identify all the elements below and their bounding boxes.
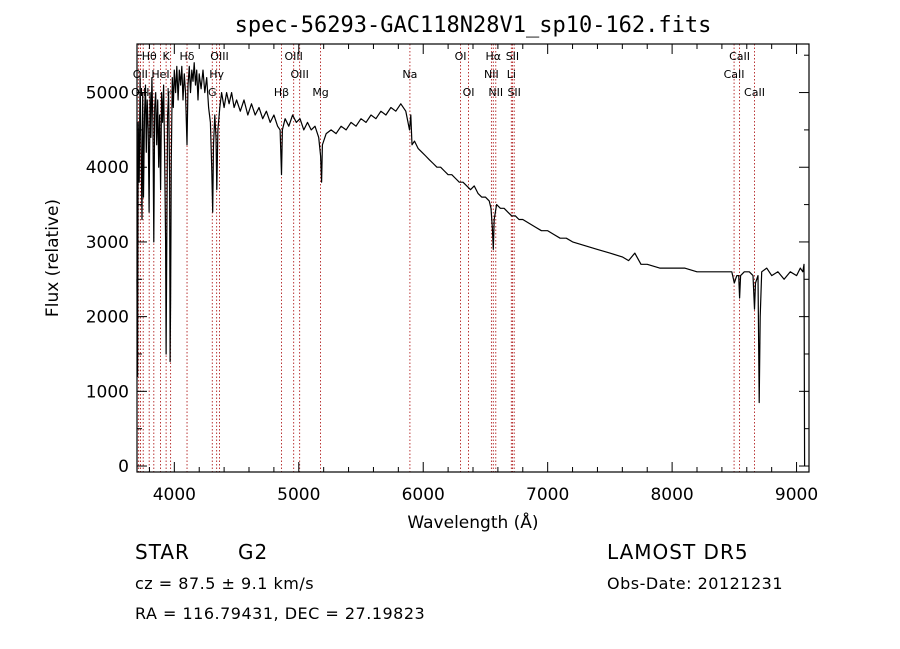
line-label: SII: [507, 86, 520, 99]
line-label: OI: [455, 50, 467, 63]
y-axis-label: Flux (relative): [43, 199, 63, 317]
y-tick-label: 4000: [86, 158, 129, 178]
plot-frame: [136, 43, 810, 473]
x-axis-label: Wavelength (Å): [407, 511, 538, 533]
coordinates: RA = 116.79431, DEC = 27.19823: [135, 604, 426, 623]
line-label: Mg: [312, 86, 328, 99]
line-label: Hβ: [274, 86, 289, 99]
spectral-line-markers: [137, 44, 755, 472]
y-tick-label: 3000: [86, 233, 129, 253]
axis-ticks: 4000 5000 6000 7000 8000 9000 0 1000 2000 3000 400…: [86, 44, 818, 505]
x-tick-label: 9000: [775, 485, 818, 505]
line-label: Na: [402, 68, 417, 81]
x-tick-label: 7000: [526, 485, 569, 505]
spectrum-series-line: [136, 62, 806, 467]
object-class: STAR: [135, 540, 190, 564]
y-tick-label: 2000: [86, 308, 129, 328]
line-label: CaII: [744, 86, 765, 99]
observation-date: Obs-Date: 20121231: [607, 574, 784, 593]
chart-title: spec-56293-GAC118N28V1_sp10-162.fits: [235, 13, 712, 38]
y-tick-label: 5000: [86, 84, 129, 104]
line-label: G: [208, 86, 217, 99]
survey-name: LAMOST DR5: [607, 540, 749, 564]
line-label: K: [163, 50, 171, 63]
line-label: HeI: [151, 68, 169, 81]
y-tick-label: 0: [118, 457, 129, 477]
y-tick-label: 1000: [86, 382, 129, 402]
line-label: CaII: [724, 68, 745, 81]
line-label: Li: [507, 68, 516, 81]
line-label: NII: [484, 68, 499, 81]
line-label: CaII: [729, 50, 750, 63]
line-label: SII: [506, 50, 519, 63]
x-tick-label: 6000: [402, 485, 445, 505]
line-label: NII: [488, 86, 503, 99]
line-label: OIII: [290, 68, 308, 81]
x-tick-label: 4000: [153, 485, 196, 505]
line-label: H: [166, 86, 174, 99]
line-label: OIII: [284, 50, 302, 63]
line-label: OI: [463, 86, 475, 99]
line-label: Hθ: [142, 50, 157, 63]
x-tick-label: 8000: [650, 485, 693, 505]
line-label: Hδ: [180, 50, 195, 63]
object-subclass: G2: [238, 540, 269, 564]
line-label: Hα: [486, 50, 502, 63]
line-label: OIII: [210, 50, 228, 63]
redshift-velocity: cz = 87.5 ± 9.1 km/s: [135, 574, 315, 593]
x-tick-label: 5000: [277, 485, 320, 505]
line-label: Hγ: [209, 68, 224, 81]
